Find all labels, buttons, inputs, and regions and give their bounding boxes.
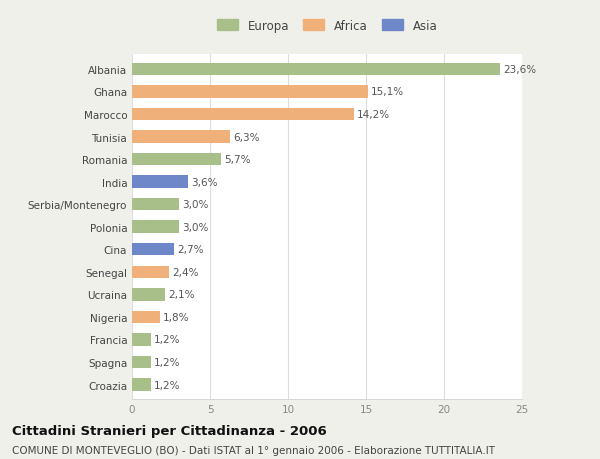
Text: 2,4%: 2,4% [173, 267, 199, 277]
Text: COMUNE DI MONTEVEGLIO (BO) - Dati ISTAT al 1° gennaio 2006 - Elaborazione TUTTIT: COMUNE DI MONTEVEGLIO (BO) - Dati ISTAT … [12, 445, 495, 455]
Bar [132, 131, 230, 143]
Bar [132, 266, 169, 279]
Text: 2,1%: 2,1% [168, 290, 194, 300]
Text: Cittadini Stranieri per Cittadinanza - 2006: Cittadini Stranieri per Cittadinanza - 2… [12, 425, 327, 437]
Text: 6,3%: 6,3% [233, 132, 260, 142]
Text: 1,2%: 1,2% [154, 335, 181, 345]
Text: 3,0%: 3,0% [182, 200, 208, 210]
Text: 1,2%: 1,2% [154, 357, 181, 367]
Text: 3,0%: 3,0% [182, 222, 208, 232]
Bar [132, 86, 368, 98]
Bar [132, 334, 151, 346]
Text: 1,8%: 1,8% [163, 312, 190, 322]
Text: 2,7%: 2,7% [177, 245, 204, 255]
Legend: Europa, Africa, Asia: Europa, Africa, Asia [217, 20, 437, 33]
Bar [132, 108, 353, 121]
Bar [132, 63, 500, 76]
Bar [132, 311, 160, 324]
Bar [132, 176, 188, 188]
Text: 5,7%: 5,7% [224, 155, 251, 165]
Text: 23,6%: 23,6% [503, 65, 536, 75]
Bar [132, 379, 151, 391]
Text: 1,2%: 1,2% [154, 380, 181, 390]
Bar [132, 198, 179, 211]
Bar [132, 153, 221, 166]
Bar [132, 244, 174, 256]
Bar [132, 221, 179, 233]
Text: 14,2%: 14,2% [356, 110, 390, 120]
Text: 3,6%: 3,6% [191, 177, 218, 187]
Text: 15,1%: 15,1% [371, 87, 404, 97]
Bar [132, 356, 151, 369]
Bar [132, 289, 165, 301]
